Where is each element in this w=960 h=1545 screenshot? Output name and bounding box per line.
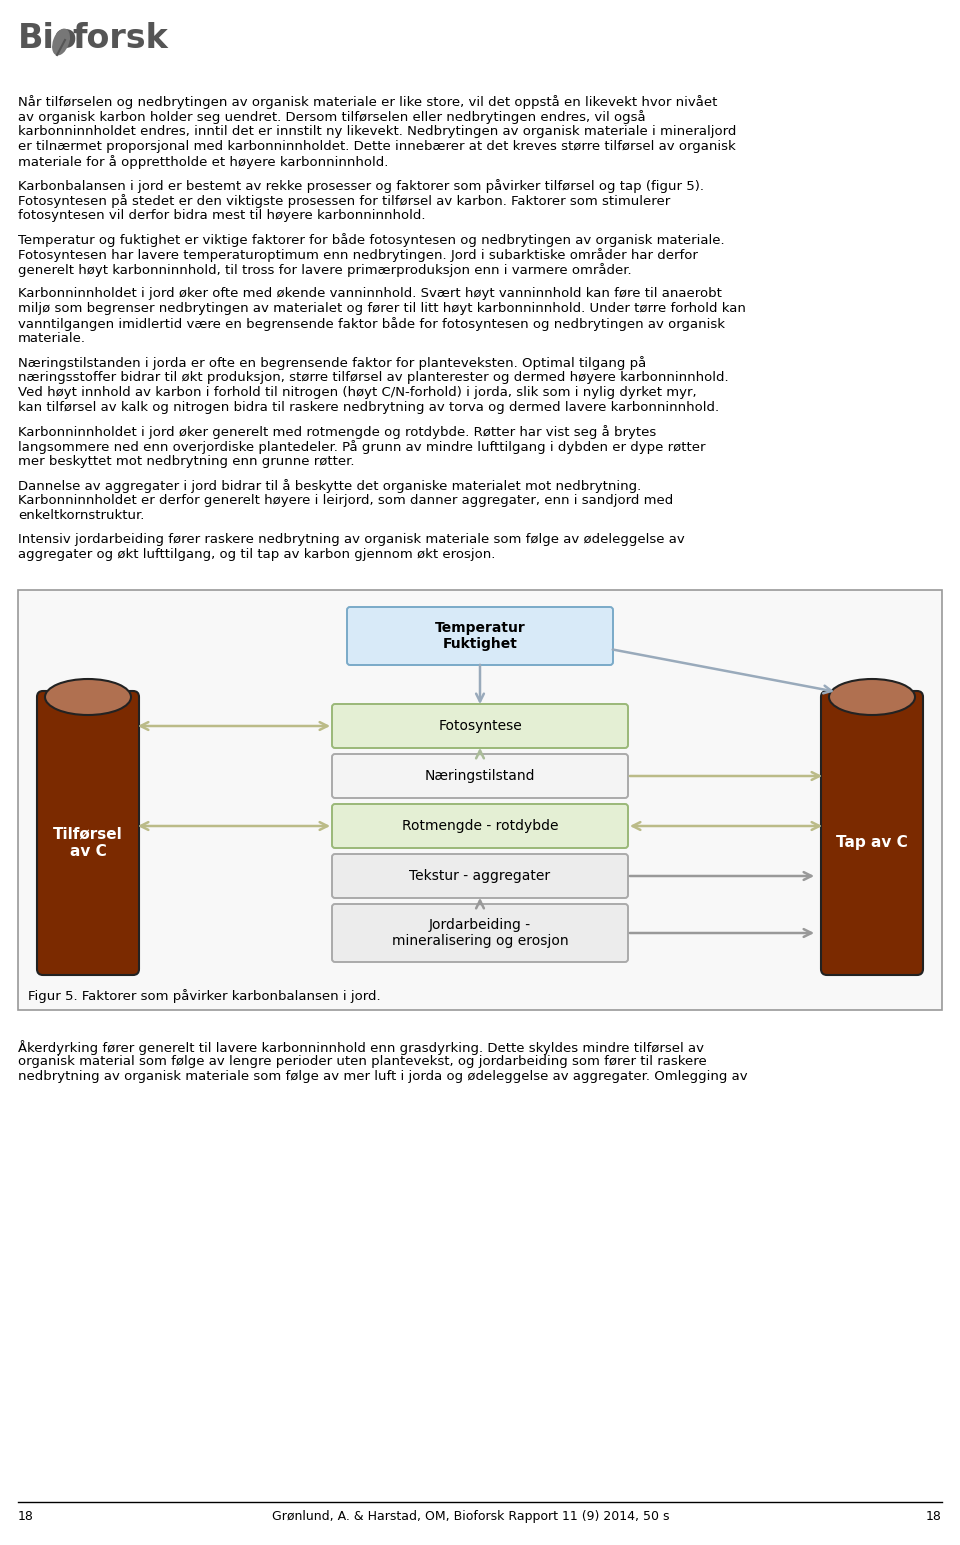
Text: Karbonninnholdet i jord øker generelt med rotmengde og rotdybde. Røtter har vist: Karbonninnholdet i jord øker generelt me… — [18, 425, 657, 439]
Text: Fotosyntesen har lavere temperaturoptimum enn nedbrytingen. Jord i subarktiske o: Fotosyntesen har lavere temperaturoptimu… — [18, 249, 698, 263]
Text: Karbonninnholdet i jord øker ofte med økende vanninnhold. Svært høyt vanninnhold: Karbonninnholdet i jord øker ofte med øk… — [18, 287, 722, 300]
Text: Karbonninnholdet er derfor generelt høyere i leirjord, som danner aggregater, en: Karbonninnholdet er derfor generelt høye… — [18, 494, 673, 507]
Text: enkeltkornstruktur.: enkeltkornstruktur. — [18, 508, 144, 522]
Text: Temperatur
Fuktighet: Temperatur Fuktighet — [435, 621, 525, 650]
Text: karbonninnholdet endres, inntil det er innstilt ny likevekt. Nedbrytingen av org: karbonninnholdet endres, inntil det er i… — [18, 125, 736, 138]
Text: forsk: forsk — [72, 22, 168, 56]
FancyBboxPatch shape — [332, 754, 628, 799]
Text: Åkerdyrking fører generelt til lavere karbonninnhold enn grasdyrking. Dette skyl: Åkerdyrking fører generelt til lavere ka… — [18, 1040, 704, 1055]
FancyBboxPatch shape — [37, 691, 139, 975]
Text: langsommere ned enn overjordiske plantedeler. På grunn av mindre lufttilgang i d: langsommere ned enn overjordiske planted… — [18, 440, 706, 454]
Text: Jordarbeiding -
mineralisering og erosjon: Jordarbeiding - mineralisering og erosjo… — [392, 918, 568, 949]
FancyBboxPatch shape — [347, 607, 613, 664]
Text: materiale.: materiale. — [18, 332, 86, 345]
FancyBboxPatch shape — [821, 691, 923, 975]
Text: er tilnærmet proporsjonal med karbonninnholdet. Dette innebærer at det kreves st: er tilnærmet proporsjonal med karbonninn… — [18, 141, 735, 153]
Text: Tekstur - aggregater: Tekstur - aggregater — [409, 868, 551, 884]
Text: Dannelse av aggregater i jord bidrar til å beskytte det organiske materialet mot: Dannelse av aggregater i jord bidrar til… — [18, 479, 641, 493]
Text: Grønlund, A. & Harstad, OM, Bioforsk Rapport 11 (9) 2014, 50 s: Grønlund, A. & Harstad, OM, Bioforsk Rap… — [273, 1509, 670, 1523]
Text: generelt høyt karbonninnhold, til tross for lavere primærproduksjon enn i varmer: generelt høyt karbonninnhold, til tross … — [18, 263, 632, 277]
Text: fotosyntesen vil derfor bidra mest til høyere karbonninnhold.: fotosyntesen vil derfor bidra mest til h… — [18, 209, 425, 222]
Text: Når tilførselen og nedbrytingen av organisk materiale er like store, vil det opp: Når tilførselen og nedbrytingen av organ… — [18, 94, 717, 110]
FancyBboxPatch shape — [332, 705, 628, 748]
Text: kan tilførsel av kalk og nitrogen bidra til raskere nedbrytning av torva og derm: kan tilførsel av kalk og nitrogen bidra … — [18, 402, 719, 414]
Text: aggregater og økt lufttilgang, og til tap av karbon gjennom økt erosjon.: aggregater og økt lufttilgang, og til ta… — [18, 548, 495, 561]
Text: Karbonbalansen i jord er bestemt av rekke prosesser og faktorer som påvirker til: Karbonbalansen i jord er bestemt av rekk… — [18, 179, 704, 193]
Text: av organisk karbon holder seg uendret. Dersom tilførselen eller nedbrytingen end: av organisk karbon holder seg uendret. D… — [18, 110, 646, 124]
Text: Næringstilstanden i jorda er ofte en begrensende faktor for planteveksten. Optim: Næringstilstanden i jorda er ofte en beg… — [18, 355, 646, 369]
Text: Tilførsel
av C: Tilførsel av C — [53, 827, 123, 859]
Text: mer beskyttet mot nedbrytning enn grunne røtter.: mer beskyttet mot nedbrytning enn grunne… — [18, 454, 354, 468]
Ellipse shape — [829, 678, 915, 715]
Text: Fotosyntese: Fotosyntese — [438, 718, 522, 732]
Text: 18: 18 — [926, 1509, 942, 1523]
Text: Næringstilstand: Næringstilstand — [424, 769, 536, 783]
Text: organisk material som følge av lengre perioder uten plantevekst, og jordarbeidin: organisk material som følge av lengre pe… — [18, 1055, 707, 1068]
Ellipse shape — [52, 28, 70, 56]
FancyBboxPatch shape — [18, 590, 942, 1010]
Text: materiale for å opprettholde et høyere karbonninnhold.: materiale for å opprettholde et høyere k… — [18, 154, 389, 168]
Text: Fotosyntesen på stedet er den viktigste prosessen for tilførsel av karbon. Fakto: Fotosyntesen på stedet er den viktigste … — [18, 195, 670, 209]
Text: næringsstoffer bidrar til økt produksjon, større tilførsel av planterester og de: næringsstoffer bidrar til økt produksjon… — [18, 371, 729, 385]
Text: Intensiv jordarbeiding fører raskere nedbrytning av organisk materiale som følge: Intensiv jordarbeiding fører raskere ned… — [18, 533, 684, 545]
FancyBboxPatch shape — [332, 904, 628, 963]
Text: Temperatur og fuktighet er viktige faktorer for både fotosyntesen og nedbrytinge: Temperatur og fuktighet er viktige fakto… — [18, 233, 725, 247]
FancyBboxPatch shape — [332, 803, 628, 848]
Text: Ved høyt innhold av karbon i forhold til nitrogen (høyt C/N-forhold) i jorda, sl: Ved høyt innhold av karbon i forhold til… — [18, 386, 697, 399]
Text: Bio: Bio — [18, 22, 78, 56]
Text: Figur 5. Faktorer som påvirker karbonbalansen i jord.: Figur 5. Faktorer som påvirker karbonbal… — [28, 989, 380, 1003]
Text: nedbrytning av organisk materiale som følge av mer luft i jorda og ødeleggelse a: nedbrytning av organisk materiale som fø… — [18, 1071, 748, 1083]
Text: Tap av C: Tap av C — [836, 836, 908, 850]
Text: 18: 18 — [18, 1509, 34, 1523]
Text: vanntilgangen imidlertid være en begrensende faktor både for fotosyntesen og ned: vanntilgangen imidlertid være en begrens… — [18, 317, 725, 331]
Text: miljø som begrenser nedbrytingen av materialet og fører til litt høyt karbonninn: miljø som begrenser nedbrytingen av mate… — [18, 301, 746, 315]
Ellipse shape — [45, 678, 131, 715]
FancyBboxPatch shape — [332, 854, 628, 898]
Text: Rotmengde - rotdybde: Rotmengde - rotdybde — [401, 819, 559, 833]
